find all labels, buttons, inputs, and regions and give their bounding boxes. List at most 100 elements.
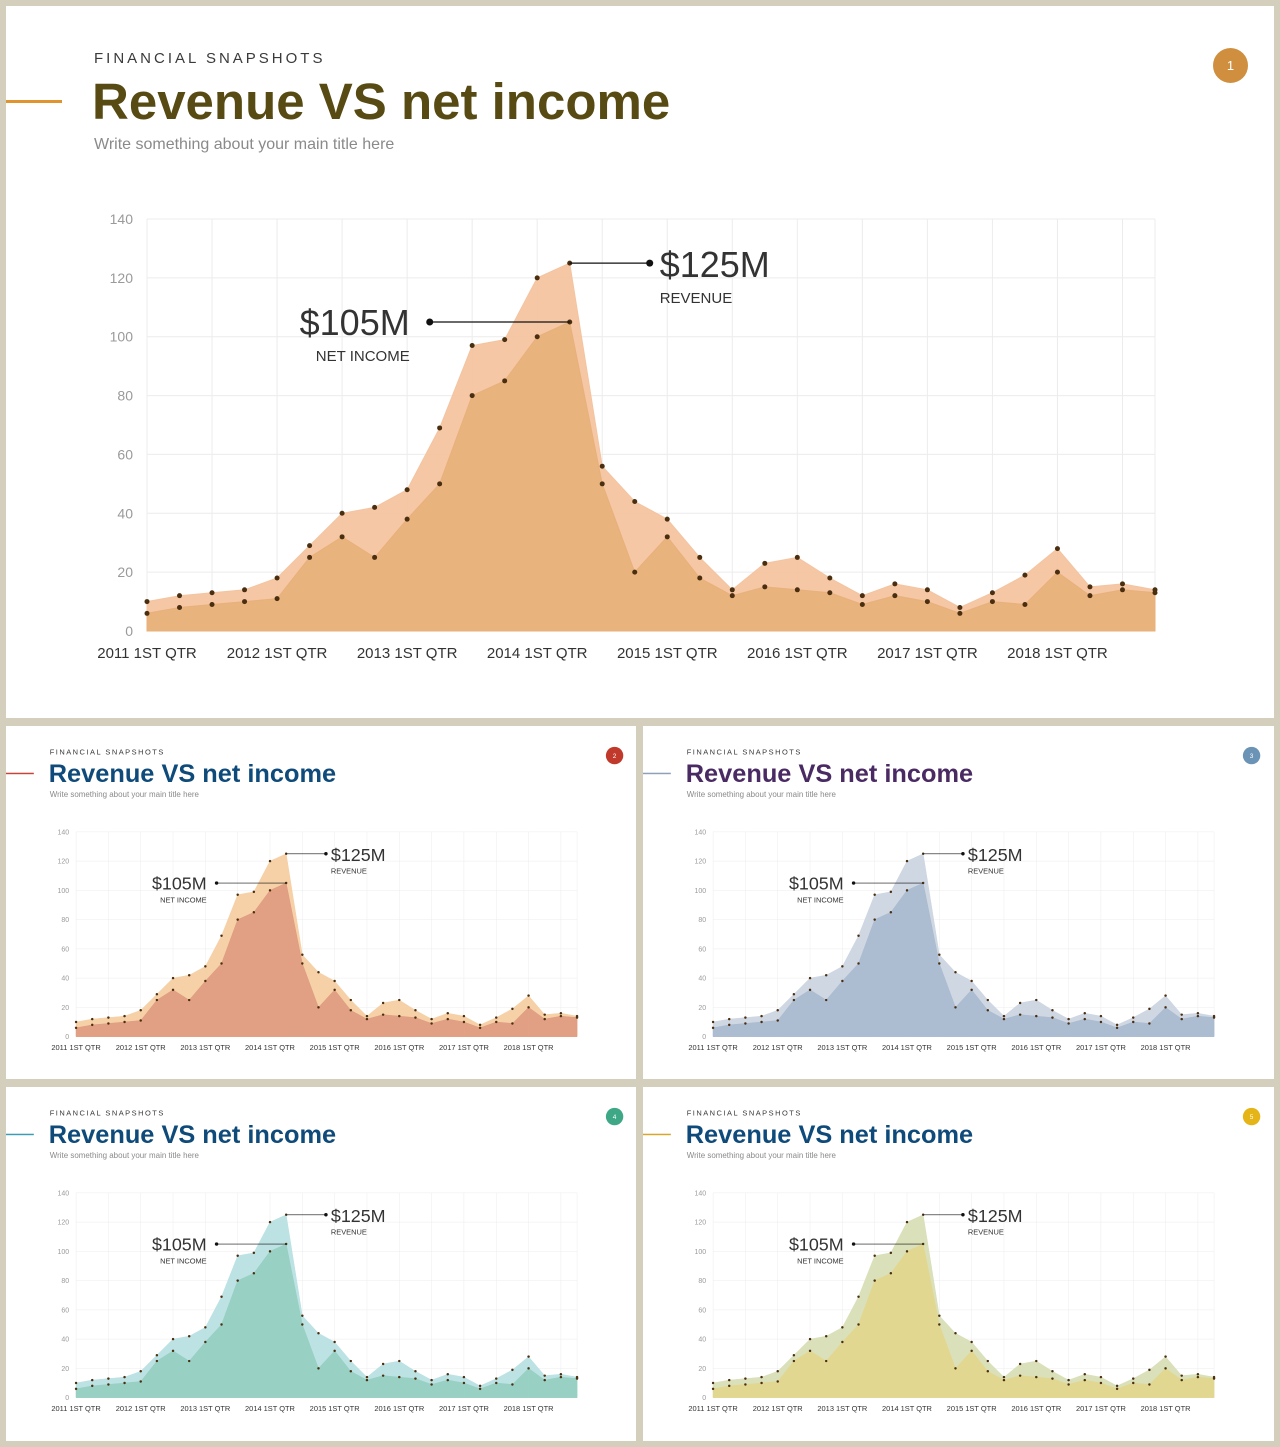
net-income-point bbox=[527, 1367, 530, 1370]
net-income-point bbox=[478, 1387, 482, 1391]
net-income-point bbox=[727, 1023, 731, 1027]
x-tick-label: 2018 1ST QTR bbox=[1007, 645, 1108, 662]
net-income-leader-dot bbox=[851, 881, 856, 885]
net-income-point bbox=[762, 584, 768, 590]
revenue-callout-caption: REVENUE bbox=[660, 290, 733, 307]
x-tick-label: 2016 1ST QTR bbox=[1011, 1404, 1062, 1413]
net-income-point bbox=[776, 1380, 779, 1383]
x-tick-label: 2012 1ST QTR bbox=[753, 1043, 804, 1052]
revenue-leader-dot bbox=[961, 1213, 965, 1217]
revenue-point bbox=[301, 953, 304, 956]
revenue-point bbox=[808, 1337, 812, 1341]
net-income-point bbox=[1067, 1022, 1070, 1025]
net-income-point bbox=[1212, 1377, 1216, 1380]
revenue-point bbox=[236, 1254, 239, 1257]
revenue-callout-value: $125M bbox=[968, 845, 1023, 865]
net-income-point bbox=[252, 911, 256, 914]
net-income-point bbox=[559, 1375, 563, 1379]
net-income-point bbox=[954, 1006, 957, 1009]
net-income-point bbox=[1051, 1016, 1054, 1019]
revenue-point bbox=[1083, 1372, 1087, 1376]
net-income-point bbox=[970, 1349, 973, 1353]
revenue-point bbox=[1148, 1007, 1151, 1011]
net-income-point bbox=[1087, 593, 1093, 599]
revenue-point bbox=[307, 543, 313, 549]
x-tick-label: 2011 1ST QTR bbox=[51, 1404, 101, 1413]
revenue-point bbox=[123, 1014, 126, 1018]
revenue-point bbox=[1054, 546, 1060, 552]
net-income-point bbox=[921, 1242, 925, 1246]
y-tick-label: 120 bbox=[58, 859, 70, 866]
net-income-point bbox=[187, 998, 191, 1002]
revenue-point bbox=[187, 973, 191, 977]
revenue-point bbox=[144, 599, 150, 605]
net-income-point bbox=[989, 599, 995, 605]
net-income-point bbox=[90, 1384, 94, 1388]
eyebrow: FINANCIAL SNAPSHOTS bbox=[49, 1108, 165, 1118]
revenue-point bbox=[1067, 1378, 1070, 1382]
net-income-point bbox=[1054, 569, 1060, 575]
subtitle: Write something about your main title he… bbox=[686, 790, 836, 800]
revenue-point bbox=[857, 934, 860, 937]
net-income-point bbox=[90, 1023, 94, 1027]
net-income-point bbox=[1180, 1017, 1183, 1021]
x-tick-label: 2015 1ST QTR bbox=[947, 1404, 998, 1413]
revenue-point bbox=[1002, 1375, 1006, 1379]
y-tick-label: 60 bbox=[698, 1307, 706, 1314]
revenue-point bbox=[905, 1220, 909, 1224]
area-chart: 0 20 40 60 80 100 120 140 2011 1ST QTR 2012 1ST Q… bbox=[688, 829, 1216, 1052]
net-income-point bbox=[414, 1377, 417, 1380]
y-tick-label: 140 bbox=[58, 829, 70, 836]
accent-line bbox=[643, 1133, 671, 1136]
net-income-point bbox=[824, 1359, 828, 1363]
net-income-point bbox=[242, 599, 248, 605]
net-income-point bbox=[1051, 1377, 1054, 1380]
revenue-point bbox=[446, 1011, 450, 1015]
x-tick-label: 2015 1ST QTR bbox=[617, 645, 718, 662]
revenue-callout-value: $125M bbox=[660, 244, 770, 285]
x-tick-label: 2017 1ST QTR bbox=[877, 645, 978, 662]
x-tick-label: 2018 1ST QTR bbox=[1141, 1404, 1192, 1413]
revenue-point bbox=[1180, 1374, 1183, 1377]
revenue-point bbox=[372, 504, 378, 510]
revenue-leader-dot bbox=[324, 852, 328, 856]
net-income-leader-dot bbox=[214, 881, 219, 885]
x-tick-label: 2017 1ST QTR bbox=[439, 1404, 490, 1413]
x-tick-label: 2014 1ST QTR bbox=[245, 1043, 296, 1052]
net-income-point bbox=[1164, 1006, 1167, 1009]
revenue-point bbox=[1132, 1377, 1135, 1380]
revenue-point bbox=[365, 1014, 369, 1018]
x-tick-label: 2012 1ST QTR bbox=[227, 645, 328, 662]
net-income-point bbox=[107, 1383, 110, 1386]
revenue-point bbox=[857, 1295, 860, 1298]
revenue-point bbox=[414, 1009, 417, 1012]
revenue-point bbox=[744, 1016, 747, 1019]
y-tick-label: 20 bbox=[61, 1005, 69, 1012]
x-tick-label: 2017 1ST QTR bbox=[1076, 1404, 1127, 1413]
revenue-leader-dot bbox=[324, 1213, 328, 1217]
net-income-point bbox=[1180, 1378, 1183, 1382]
net-income-point bbox=[970, 988, 973, 992]
revenue-point bbox=[1132, 1016, 1135, 1019]
net-income-point bbox=[824, 998, 828, 1002]
revenue-point bbox=[242, 587, 248, 593]
revenue-point bbox=[495, 1016, 498, 1019]
net-income-point bbox=[727, 1384, 731, 1388]
net-income-point bbox=[924, 599, 930, 605]
revenue-point bbox=[268, 859, 272, 863]
revenue-point bbox=[187, 1334, 191, 1338]
x-tick-label: 2016 1ST QTR bbox=[374, 1043, 425, 1052]
revenue-point bbox=[841, 965, 844, 968]
net-income-leader-dot bbox=[851, 1242, 856, 1246]
net-income-callout-caption: NET INCOME bbox=[316, 348, 410, 365]
revenue-point bbox=[792, 992, 796, 996]
revenue-point bbox=[938, 953, 941, 956]
revenue-point bbox=[776, 1009, 779, 1012]
net-income-callout-value: $105M bbox=[152, 874, 207, 894]
revenue-point bbox=[859, 593, 865, 599]
revenue-point bbox=[90, 1378, 94, 1382]
page-title: Revenue VS net income bbox=[685, 1120, 974, 1149]
revenue-point bbox=[970, 1340, 973, 1344]
net-income-point bbox=[123, 1020, 126, 1024]
revenue-point bbox=[349, 1359, 353, 1363]
